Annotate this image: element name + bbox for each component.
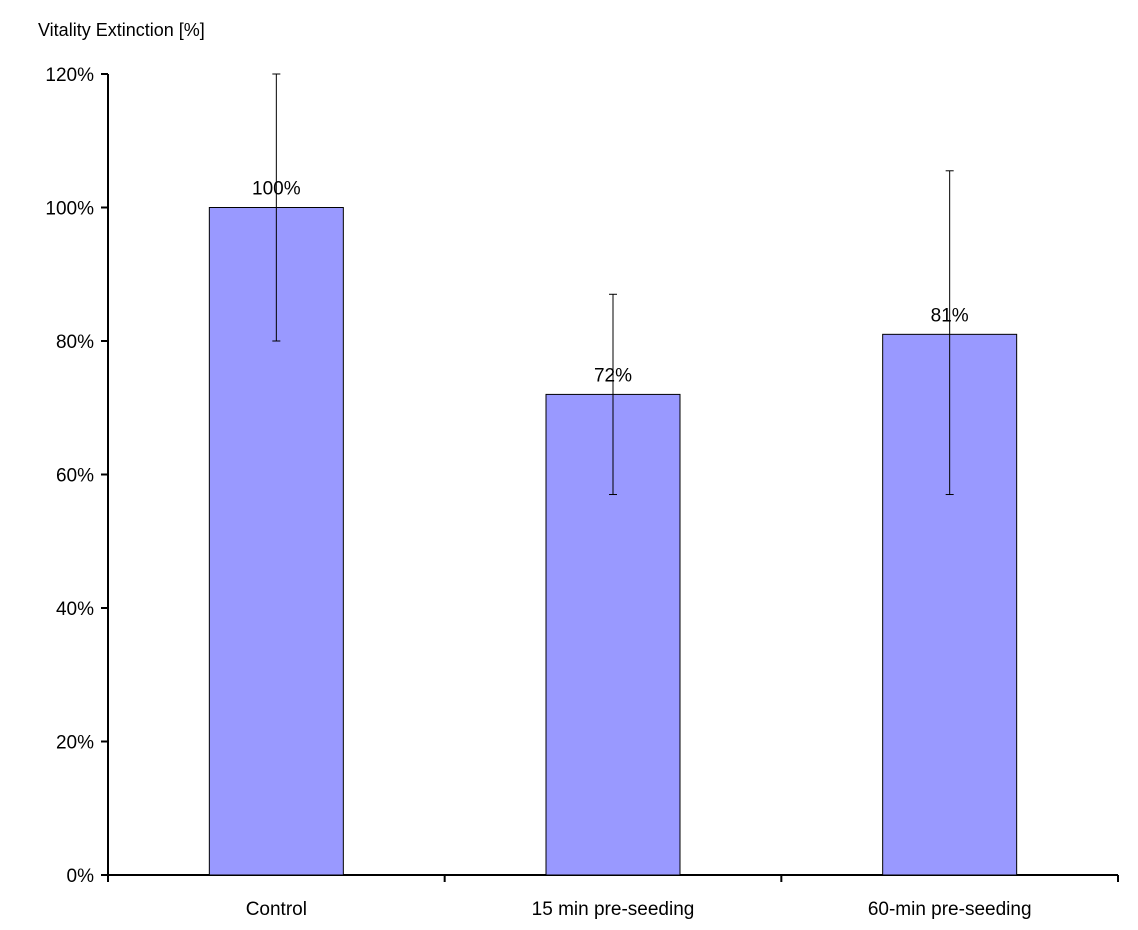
data-label: 100% <box>252 179 301 200</box>
y-axis-label: Vitality Extinction [%] <box>38 20 205 40</box>
y-tick-label: 20% <box>56 733 94 754</box>
y-tick-label: 100% <box>45 199 94 220</box>
x-tick-label: Control <box>246 899 307 920</box>
data-labels: 100% 72% 81% <box>252 179 969 387</box>
y-tick-label: 40% <box>56 599 94 620</box>
data-label: 72% <box>594 365 632 386</box>
x-tick-labels: Control 15 min pre-seeding 60-min pre-seed… <box>246 899 1032 920</box>
y-tick-label: 80% <box>56 332 94 353</box>
y-tick-labels: 0% 20% 40% 60% 80% 100% 120% <box>45 65 94 887</box>
x-tick-label: 15 min pre-seeding <box>532 899 695 920</box>
data-label: 81% <box>931 305 969 326</box>
y-tick-label: 60% <box>56 466 94 487</box>
error-bars <box>272 73 954 496</box>
x-tick-label: 60-min pre-seeding <box>868 899 1032 920</box>
y-tick-label: 0% <box>67 866 95 887</box>
y-tick-label: 120% <box>45 65 94 86</box>
